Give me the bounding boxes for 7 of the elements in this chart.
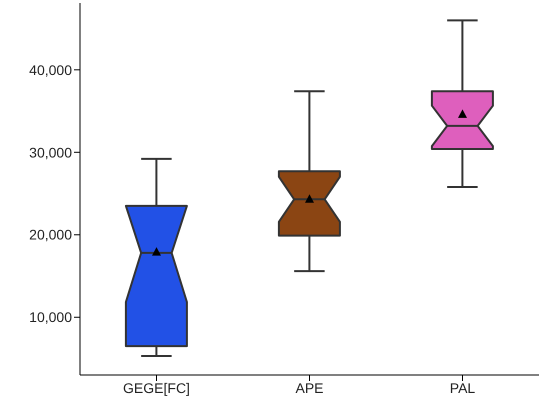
- x-tick-label: GEGE[FC]: [123, 380, 190, 396]
- y-tick-label: 30,000: [29, 144, 72, 160]
- y-tick-label: 20,000: [29, 226, 72, 243]
- x-tick-label: PAL: [450, 380, 476, 396]
- y-tick-label: 10,000: [29, 309, 72, 326]
- x-tick-label: APE: [295, 380, 324, 396]
- y-tick-label: 40,000: [29, 62, 72, 78]
